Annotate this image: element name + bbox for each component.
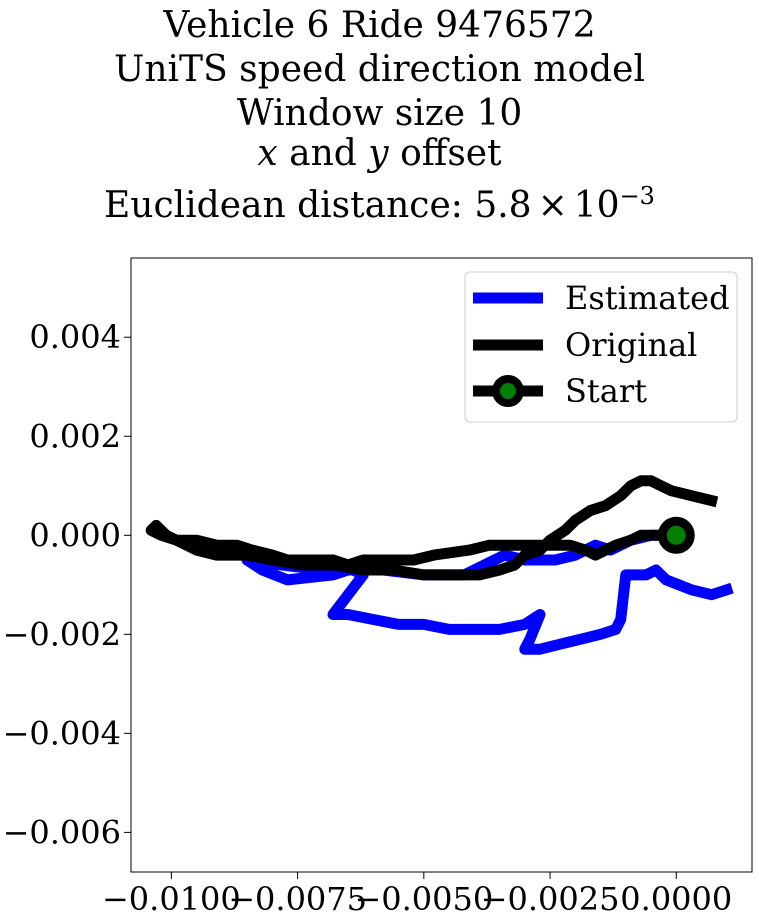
title-and: and [277,133,369,174]
title-line-3: Window size 10 [236,93,523,134]
legend-swatch-start-marker [492,375,524,407]
series-line-estimated [241,529,734,655]
title-times-sign: × [537,185,568,226]
y-tick-label: −0.004 [3,714,121,752]
title-offset: offset [388,133,502,174]
title-y-symbol: y [368,133,389,174]
series-line-original [145,475,719,581]
x-tick-label: −0.0100 [102,880,241,918]
x-tick-label: −0.0050 [354,880,493,918]
y-tick-label: 0.002 [29,417,121,455]
title-line-2: UniTS speed direction model [114,49,645,90]
legend-box [464,271,738,423]
y-tick-label: −0.002 [3,615,121,653]
legend-label-estimated: Estimated [565,279,730,317]
title-line-1: Vehicle 6 Ride 9476572 [163,5,596,46]
title-x-symbol: x [257,133,278,174]
title-distance-prefix: Euclidean distance: 5.8 [104,185,532,226]
x-tick-label: 0.0000 [620,880,732,918]
title-exponent: −3 [619,182,655,210]
y-tick-label: −0.006 [3,813,121,851]
x-tick-label: −0.0025 [481,880,620,918]
start-marker [657,516,695,554]
legend-label-start: Start [565,372,647,410]
y-tick-label: 0.004 [29,318,121,356]
plot-frame [130,257,753,873]
title-base: 10 [573,185,620,226]
x-tick-label: −0.0075 [228,880,367,918]
title-line-4: x and y offset [0,132,759,176]
title-line-5: Euclidean distance: 5.8 × 10−3 [0,174,759,228]
y-tick-label: 0.000 [29,516,121,554]
legend-label-original: Original [565,326,697,364]
